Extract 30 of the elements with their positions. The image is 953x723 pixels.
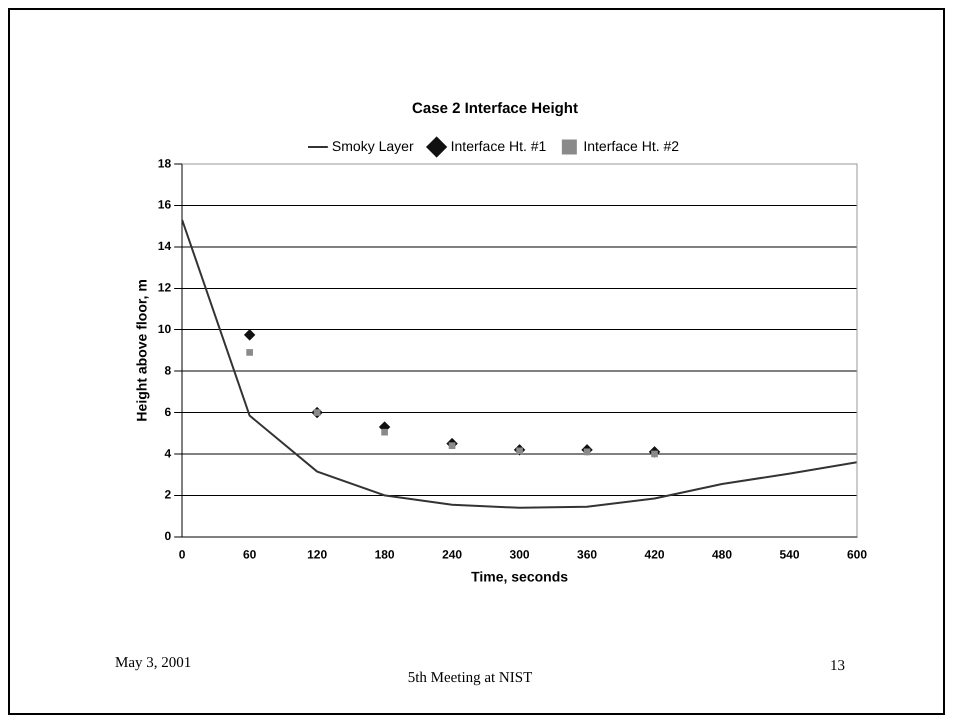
chart-title: Case 2 Interface Height — [412, 100, 578, 118]
x-tick-label: 600 — [846, 547, 868, 562]
text: 13 — [830, 658, 845, 675]
x-tick-label: 420 — [644, 547, 665, 562]
x-tick-label: 120 — [307, 547, 328, 562]
text: May 3, 2001 — [115, 655, 192, 672]
legend-label: Interface Ht. #2 — [583, 138, 680, 154]
y-tick-label: 14 — [158, 239, 172, 254]
x-tick-label: 60 — [242, 547, 257, 562]
y-tick-label: 8 — [164, 363, 172, 378]
x-tick-label: 240 — [442, 547, 462, 562]
x-tick-label: 540 — [779, 547, 800, 562]
legend-label: Interface Ht. #1 — [450, 138, 547, 154]
y-tick-label: 10 — [158, 322, 172, 336]
y-tick-label: 12 — [158, 280, 172, 295]
x-tick-label: 180 — [374, 547, 395, 562]
y-tick-label: 0 — [164, 529, 172, 544]
x-tick-label: 360 — [577, 547, 598, 562]
y-tick-label: 4 — [164, 446, 172, 460]
x-axis-title: Time, seconds — [471, 568, 568, 584]
y-tick-label: 18 — [158, 156, 172, 170]
x-tick-label: 480 — [712, 547, 732, 562]
y-tick-label: 16 — [158, 198, 172, 212]
x-tick-label: 0 — [178, 547, 186, 562]
legend-label: Smoky Layer — [332, 138, 414, 154]
y-tick-label: 6 — [164, 404, 172, 419]
text: 5th Meeting at NIST — [406, 670, 534, 687]
x-tick-label: 300 — [510, 547, 530, 562]
y-tick-label: 2 — [164, 488, 172, 502]
y-axis-title: Height above floor, m — [133, 279, 150, 422]
